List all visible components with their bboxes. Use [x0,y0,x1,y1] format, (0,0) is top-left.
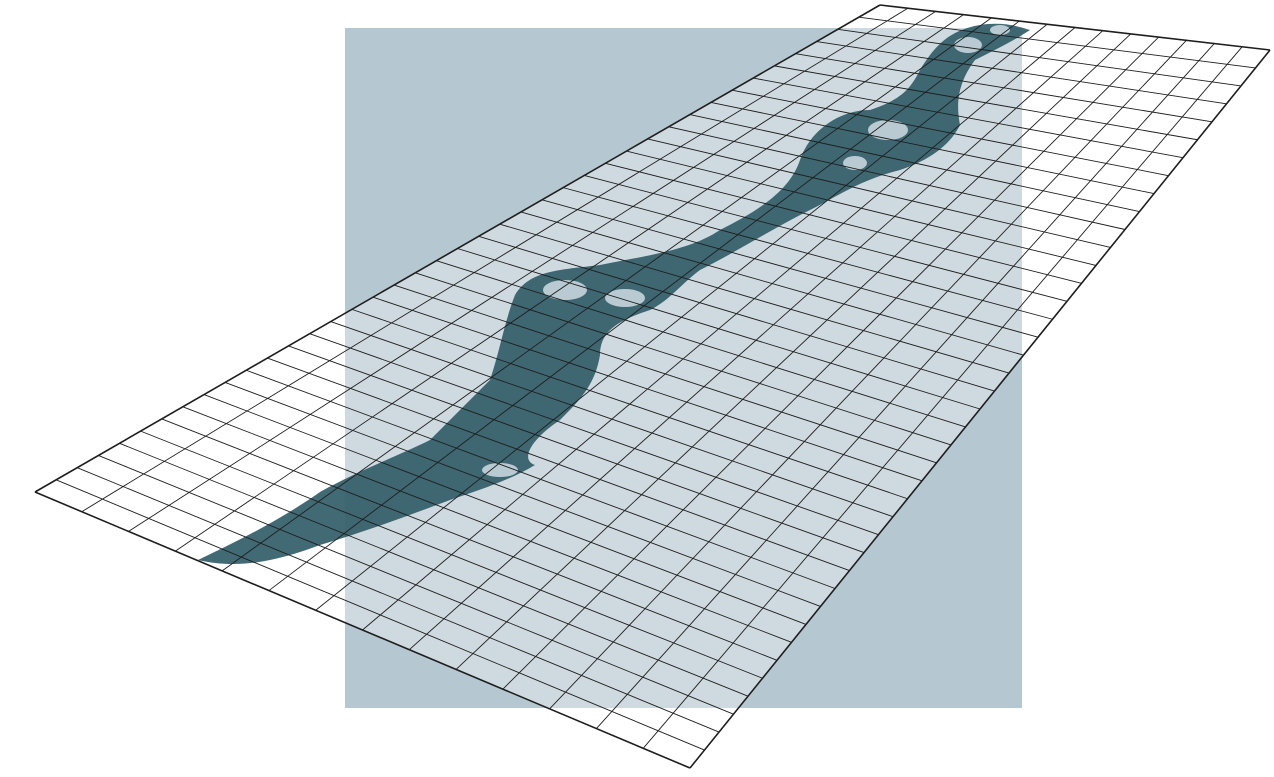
grid-line [221,17,992,572]
island [543,280,587,300]
grid-line [268,20,1020,591]
grid-line [81,7,909,513]
island [605,289,645,307]
grid-line [408,30,1104,651]
grid-line [362,27,1076,631]
island [482,463,518,477]
grid-line [175,14,964,552]
grid-line [502,36,1159,690]
grid-line [596,43,1215,729]
grid-line [689,49,1271,769]
island [843,156,867,170]
grid-line [642,46,1243,749]
grid-line [315,23,1048,611]
grid-line [34,4,881,493]
island [990,25,1010,35]
island [954,37,982,53]
grid-line [128,11,936,532]
island [868,120,908,140]
grid-line [455,33,1132,670]
wireframe-grid [34,4,1271,769]
grid-line [549,40,1187,710]
